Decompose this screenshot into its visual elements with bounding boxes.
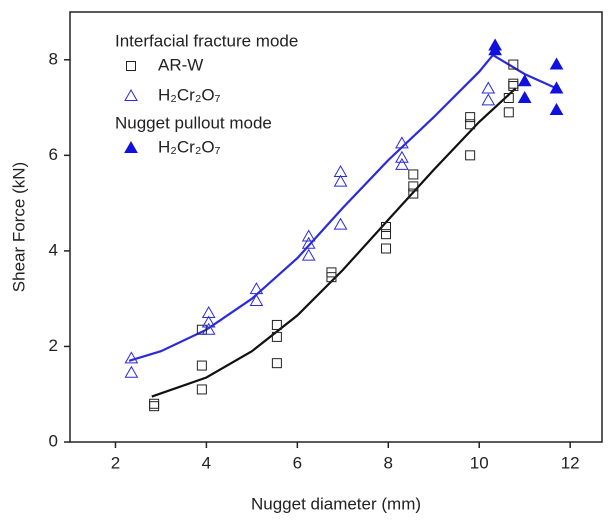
x-axis-title: Nugget diameter (mm) — [251, 494, 421, 513]
data-point — [196, 360, 207, 371]
x-tick-label: 8 — [384, 453, 393, 472]
data-point — [508, 81, 519, 92]
data-point — [503, 93, 514, 103]
y-tick-label: 0 — [49, 431, 58, 450]
data-point — [301, 229, 316, 242]
data-point — [381, 222, 392, 232]
data-point — [149, 398, 160, 409]
data-point — [549, 81, 564, 94]
y-tick-label: 2 — [49, 336, 58, 355]
x-tick-label: 4 — [202, 453, 211, 472]
data-point — [517, 90, 532, 103]
fit-line — [128, 53, 557, 362]
data-point — [517, 74, 532, 87]
x-tick-label: 10 — [470, 453, 489, 472]
data-point — [333, 217, 348, 230]
data-point — [333, 174, 348, 187]
data-point — [201, 315, 216, 328]
data-point — [408, 181, 419, 192]
data-point — [301, 236, 316, 249]
data-point — [549, 57, 564, 70]
data-point — [508, 59, 519, 70]
data-point — [465, 119, 476, 130]
y-tick-label: 8 — [49, 49, 58, 68]
x-tick-label: 6 — [293, 453, 302, 472]
data-point — [271, 319, 282, 330]
data-point — [149, 401, 160, 412]
data-point — [124, 365, 139, 378]
data-point — [326, 272, 337, 283]
y-axis-title: Shear Force (kN) — [9, 162, 28, 292]
data-point — [301, 248, 316, 261]
data-point — [481, 81, 496, 94]
data-point — [381, 229, 392, 240]
data-point — [249, 294, 264, 307]
fit-line — [151, 87, 517, 398]
legend-marker — [124, 140, 138, 153]
x-tick-label: 2 — [111, 453, 120, 472]
data-point — [465, 150, 476, 161]
data-point — [488, 43, 503, 56]
data-point — [249, 282, 264, 295]
data-point — [408, 188, 419, 199]
data-point — [481, 93, 496, 106]
data-point — [408, 169, 419, 180]
legend-label: AR-W — [158, 55, 203, 74]
data-point — [124, 351, 139, 364]
legend-label: H₂Cr₂O₇ — [158, 137, 221, 156]
legend-marker — [124, 88, 138, 101]
data-point — [201, 322, 216, 335]
data-point — [465, 112, 476, 123]
data-point — [395, 136, 409, 149]
legend-group-title: Nugget pullout mode — [115, 113, 272, 132]
x-tick-label: 12 — [561, 453, 580, 472]
plot-frame — [69, 11, 603, 443]
data-point — [271, 331, 282, 342]
data-point — [196, 384, 207, 395]
data-point — [381, 243, 392, 254]
y-tick-label: 4 — [49, 240, 58, 259]
legend-marker — [126, 61, 136, 71]
data-point — [196, 324, 207, 335]
data-point — [503, 107, 514, 118]
legend-group-title: Interfacial fracture mode — [115, 31, 298, 50]
data-point — [395, 157, 409, 170]
data-point — [508, 78, 519, 89]
data-point — [271, 358, 282, 369]
data-point — [549, 102, 564, 115]
y-tick-label: 6 — [49, 145, 58, 164]
data-point — [395, 150, 409, 163]
legend-label: H₂Cr₂O₇ — [158, 85, 221, 104]
